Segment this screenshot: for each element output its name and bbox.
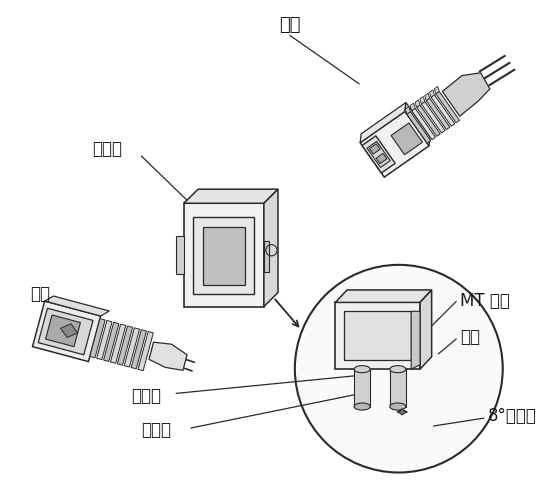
Polygon shape xyxy=(264,241,268,272)
Polygon shape xyxy=(335,290,432,302)
Text: 公头: 公头 xyxy=(279,16,301,34)
Polygon shape xyxy=(184,204,264,306)
Ellipse shape xyxy=(390,366,406,372)
Polygon shape xyxy=(434,86,439,94)
Polygon shape xyxy=(118,326,133,365)
Text: 母头: 母头 xyxy=(31,286,50,304)
Polygon shape xyxy=(411,312,420,369)
Polygon shape xyxy=(110,324,126,364)
Polygon shape xyxy=(376,154,387,164)
Polygon shape xyxy=(436,92,460,123)
Polygon shape xyxy=(46,315,80,346)
Polygon shape xyxy=(32,301,101,362)
Polygon shape xyxy=(412,108,436,140)
Polygon shape xyxy=(420,96,425,104)
Polygon shape xyxy=(360,102,406,142)
Polygon shape xyxy=(431,95,455,126)
Polygon shape xyxy=(362,136,395,173)
Text: 壳体: 壳体 xyxy=(460,328,480,346)
Polygon shape xyxy=(184,189,278,204)
Text: 光纤孔: 光纤孔 xyxy=(141,421,171,439)
Polygon shape xyxy=(177,236,184,274)
Polygon shape xyxy=(104,322,119,362)
Polygon shape xyxy=(360,112,429,177)
Polygon shape xyxy=(124,328,140,367)
Polygon shape xyxy=(426,98,450,130)
Polygon shape xyxy=(45,296,109,316)
Polygon shape xyxy=(391,123,422,154)
Polygon shape xyxy=(97,320,112,360)
Polygon shape xyxy=(424,93,429,100)
Polygon shape xyxy=(417,105,440,136)
Polygon shape xyxy=(405,102,430,146)
Polygon shape xyxy=(61,324,77,338)
Text: 适配器: 适配器 xyxy=(92,140,122,158)
Polygon shape xyxy=(405,106,411,114)
Polygon shape xyxy=(193,218,255,294)
Text: MT 插芯: MT 插芯 xyxy=(460,292,510,310)
Polygon shape xyxy=(421,102,445,133)
Polygon shape xyxy=(410,103,415,110)
Polygon shape xyxy=(131,330,146,369)
Polygon shape xyxy=(420,290,432,369)
Polygon shape xyxy=(344,312,411,360)
Text: 导引针: 导引针 xyxy=(131,388,162,406)
Polygon shape xyxy=(407,112,431,143)
Ellipse shape xyxy=(390,403,406,410)
Bar xyxy=(354,369,370,406)
Polygon shape xyxy=(442,73,490,116)
Circle shape xyxy=(295,265,503,472)
Bar xyxy=(390,369,406,406)
Polygon shape xyxy=(90,318,105,358)
Polygon shape xyxy=(335,302,420,369)
Polygon shape xyxy=(203,227,245,285)
Polygon shape xyxy=(415,100,420,108)
Polygon shape xyxy=(264,189,278,306)
Polygon shape xyxy=(429,90,434,97)
Polygon shape xyxy=(367,142,390,168)
Polygon shape xyxy=(369,144,380,154)
Polygon shape xyxy=(38,308,93,355)
Text: 8°倾斜角: 8°倾斜角 xyxy=(488,407,537,425)
Polygon shape xyxy=(138,332,153,370)
Polygon shape xyxy=(149,342,187,370)
Ellipse shape xyxy=(354,403,370,410)
Ellipse shape xyxy=(354,366,370,372)
